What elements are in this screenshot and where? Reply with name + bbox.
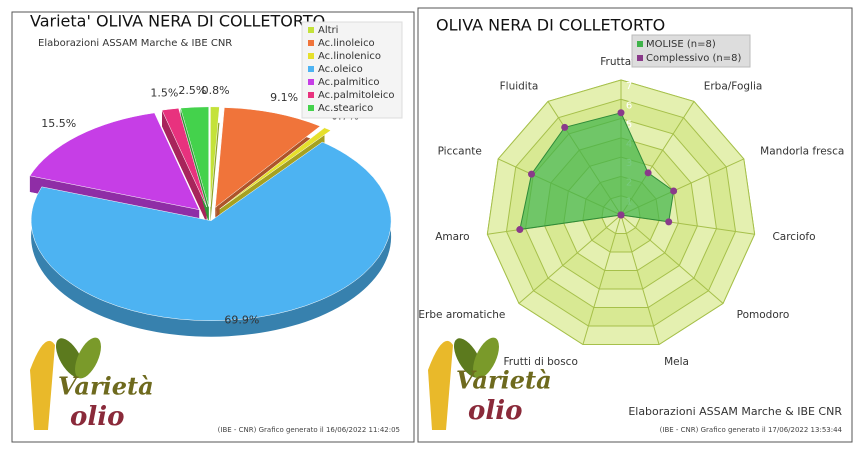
radar-footer: Elaborazioni ASSAM Marche & IBE CNR xyxy=(628,405,842,418)
logo-leaf xyxy=(473,337,499,379)
legend-swatch xyxy=(308,66,314,72)
value-label: 1.5% xyxy=(150,86,178,99)
slice xyxy=(30,141,392,321)
radar-spoke xyxy=(582,214,622,345)
logo-text: Varietà xyxy=(58,372,154,401)
value-label: 69.9% xyxy=(224,313,259,326)
pie-subtitle: Elaborazioni ASSAM Marche & IBE CNR xyxy=(38,38,232,49)
radar-footnote: (IBE - CNR) Grafico generato il 17/06/20… xyxy=(660,426,843,434)
legend-label: Ac.linolenico xyxy=(318,51,381,62)
axis-label: Fluidita xyxy=(500,80,539,92)
point xyxy=(561,123,569,131)
logo-leaf xyxy=(75,337,101,379)
radar-spoke xyxy=(518,214,622,304)
axis-label: Fruttato xyxy=(600,56,641,68)
slice xyxy=(29,112,200,211)
point xyxy=(516,226,524,234)
pie-title: Varieta' OLIVA NERA DI COLLETORTO xyxy=(30,12,325,31)
legend-box xyxy=(631,34,751,68)
radar-spoke xyxy=(620,214,724,304)
legend-label: Ac.oleico xyxy=(318,64,363,75)
point xyxy=(665,218,673,226)
legend-label: Complessivo (n=8) xyxy=(646,53,742,64)
legend-swatch xyxy=(308,40,314,46)
legend-label: Ac.palmitico xyxy=(318,77,379,88)
legend-swatch xyxy=(308,105,314,111)
value-label: 9.1% xyxy=(270,91,298,104)
axis-label: Carciofo xyxy=(772,231,815,243)
logo-left: Varietà olio xyxy=(30,337,154,432)
point xyxy=(644,169,652,177)
legend-swatch xyxy=(308,92,314,98)
pie-footer: (IBE - CNR) Grafico generato il 16/06/20… xyxy=(218,426,400,434)
logo-right: Varietà olio xyxy=(428,337,552,430)
slice xyxy=(214,107,321,208)
legend-label: MOLISE (n=8) xyxy=(646,39,716,50)
logo-text: Varietà xyxy=(456,366,552,395)
r-tick-label: 5 xyxy=(626,120,632,131)
slice xyxy=(219,127,332,210)
axis-label: Mandorla fresca xyxy=(760,145,844,157)
radar-title: OLIVA NERA DI COLLETORTO xyxy=(436,16,665,35)
axis-label: Pomodoro xyxy=(737,309,790,321)
axis-label: Frutti di bosco xyxy=(503,356,577,368)
slice xyxy=(210,106,220,207)
point xyxy=(528,170,536,178)
value-label: 0.8% xyxy=(202,84,230,97)
value-label: 15.5% xyxy=(41,117,76,130)
legend-label: Ac.palmitoleico xyxy=(318,90,394,101)
axis-label: Piccante xyxy=(438,145,482,157)
pie: 0.8%9.1%0.7%69.9%15.5%1.5%2.5% xyxy=(29,84,392,337)
r-tick-label: 7 xyxy=(626,81,632,92)
axis-label: Mela xyxy=(664,356,689,368)
point xyxy=(670,187,678,195)
logo-shape xyxy=(428,340,453,430)
slice xyxy=(161,107,207,208)
legend-swatch xyxy=(637,41,643,47)
legend-label: Ac.linoleico xyxy=(318,38,375,49)
value-label: 2.5% xyxy=(178,84,206,97)
legend-swatch xyxy=(637,55,643,61)
legend-label: Altri xyxy=(318,25,338,36)
r-tick-label: 6 xyxy=(626,100,632,111)
logo-text: olio xyxy=(70,402,124,432)
point xyxy=(617,109,625,117)
axis-label: Amaro xyxy=(435,231,469,243)
logo-text: olio xyxy=(468,396,522,426)
legend-swatch xyxy=(308,53,314,59)
slice xyxy=(180,106,209,207)
legend-label: Ac.stearico xyxy=(318,103,373,114)
legend-box xyxy=(301,21,403,119)
radar-spoke xyxy=(620,214,660,345)
legend-swatch xyxy=(308,27,314,33)
legend-swatch xyxy=(308,79,314,85)
point xyxy=(617,211,625,219)
axis-label: Erbe aromatiche xyxy=(418,309,505,321)
axis-label: Erba/Foglia xyxy=(704,80,763,92)
slice-wall xyxy=(161,110,207,224)
logo-shape xyxy=(30,340,55,430)
